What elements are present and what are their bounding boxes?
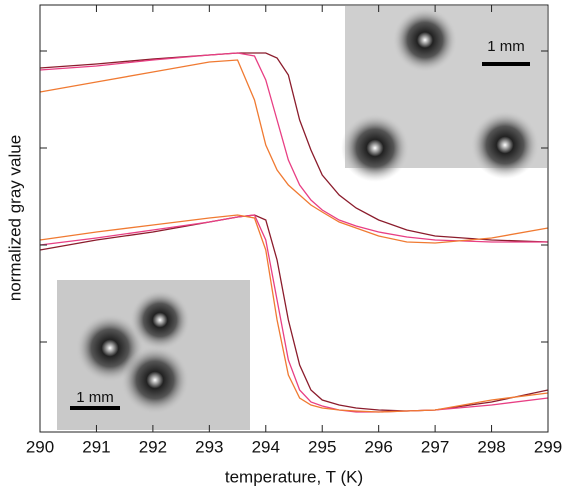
x-tick-label: 291: [82, 437, 110, 456]
data-line: [39, 59, 549, 244]
x-tick-label: 293: [195, 437, 223, 456]
data-line: [39, 52, 548, 243]
x-tick-label: 297: [421, 437, 449, 456]
inset-top-right: 1 mm: [341, 6, 547, 182]
scale-label: 1 mm: [487, 38, 525, 55]
x-axis-label: temperature, T (K): [225, 467, 363, 486]
x-tick-label: 294: [252, 437, 280, 456]
scale-label: 1 mm: [76, 389, 114, 406]
x-tick-label: 292: [139, 437, 167, 456]
inset-bottom-left: 1 mm: [57, 280, 250, 430]
y-axis-label: normalized gray value: [5, 135, 24, 301]
x-tick-label: 295: [308, 437, 336, 456]
x-tick-label: 296: [364, 437, 392, 456]
plot-frame: [39, 4, 549, 433]
x-tick-label: 298: [477, 437, 505, 456]
data-line: [39, 214, 549, 413]
x-tick-label: 290: [26, 437, 54, 456]
x-tick-label: 299: [534, 437, 562, 456]
